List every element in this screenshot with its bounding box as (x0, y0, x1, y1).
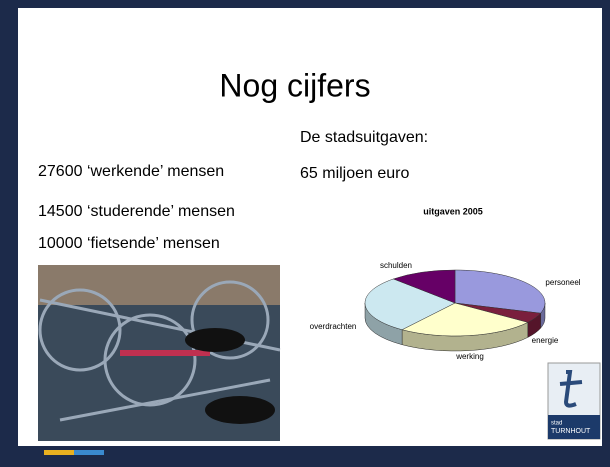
text-line: De stadsuitgaven: (300, 129, 428, 146)
page: {"slide": {"title": "Nog cijfers", "left… (0, 0, 610, 462)
pie-label: personeel (545, 278, 580, 287)
pie-label: schulden (380, 261, 412, 270)
accent (74, 450, 104, 455)
text-line: 14500 ‘studerende’ mensen (38, 203, 235, 220)
logo: stad TURNHOUT (548, 363, 600, 439)
photo (38, 265, 280, 441)
text-line: 65 miljoen euro (300, 165, 410, 182)
logo-text: stad (551, 421, 562, 427)
text-line: 27600 ‘werkende’ mensen (38, 163, 224, 180)
logo-text: TURNHOUT (551, 428, 591, 435)
pie-label: werking (455, 352, 484, 361)
slide-title: Nog cijfers (219, 67, 370, 103)
pie-label: overdrachten (310, 322, 357, 331)
slide: Nog cijfers 27600 ‘werkende’ mensen 1450… (0, 0, 610, 462)
text-line: 10000 ‘fietsende’ mensen (38, 235, 220, 252)
chart-title: uitgaven 2005 (423, 206, 483, 216)
accent (44, 450, 74, 455)
pie-label: energie (532, 336, 559, 345)
